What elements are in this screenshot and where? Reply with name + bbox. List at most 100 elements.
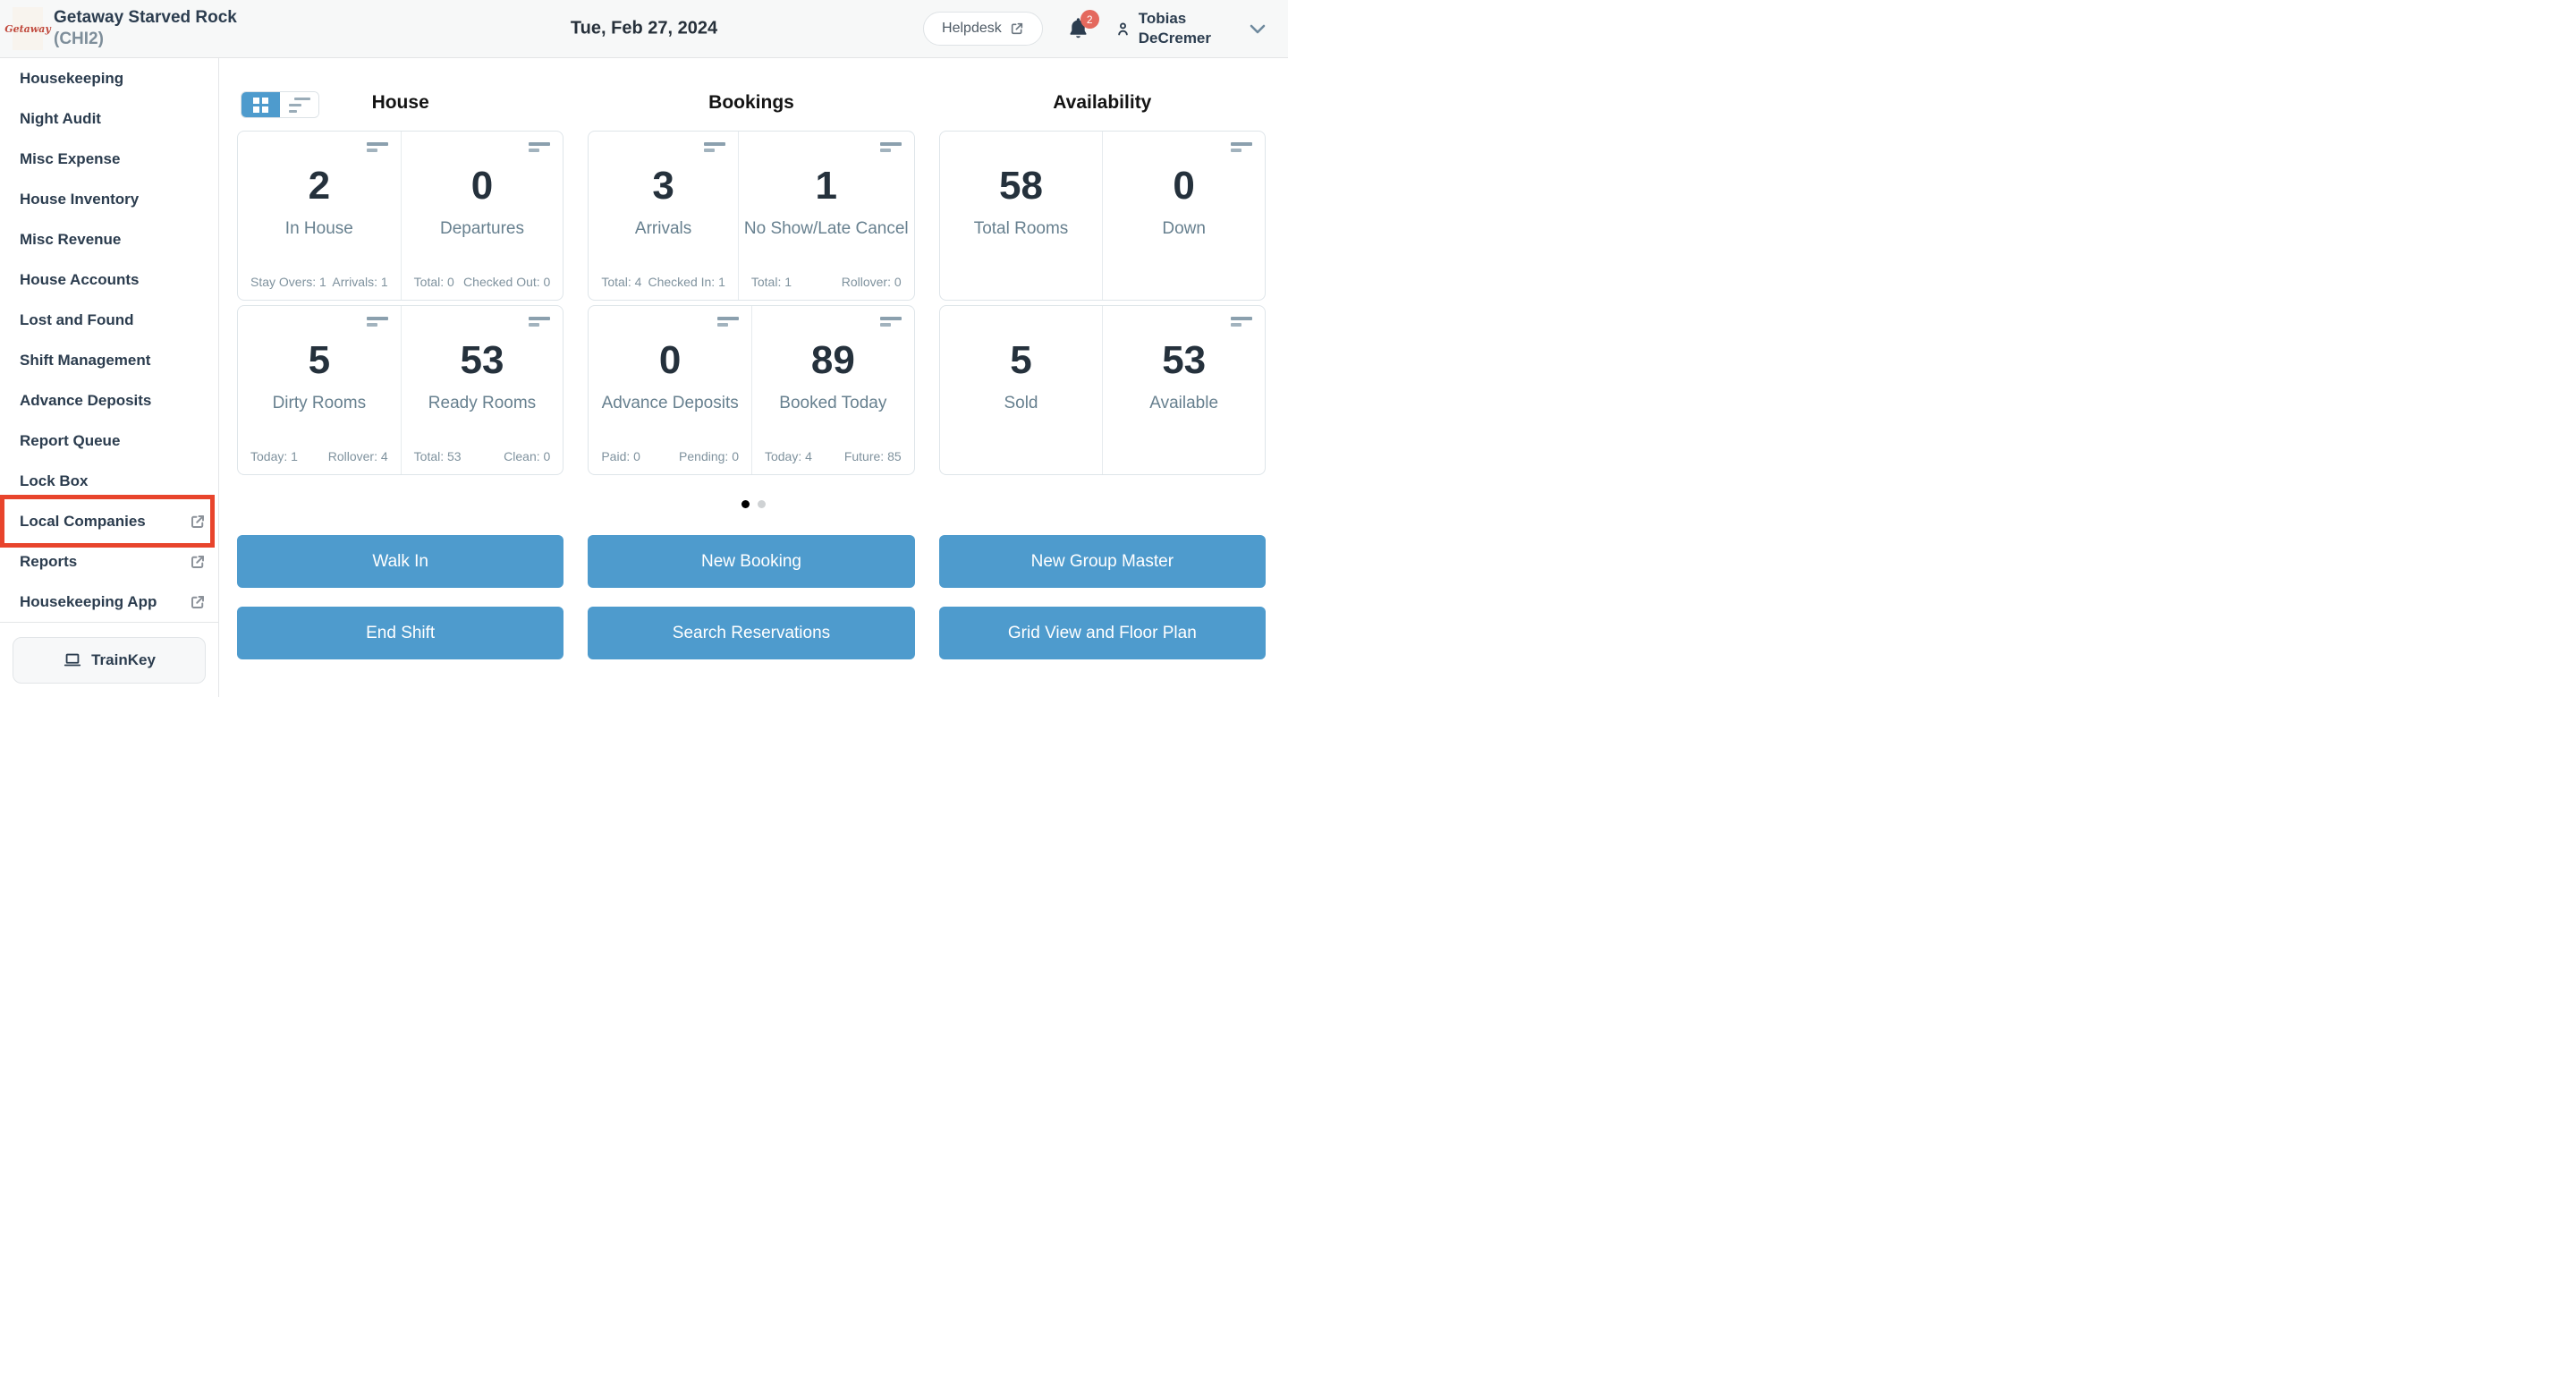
stat-detail-right: Checked Out: 0 <box>463 275 551 289</box>
stat-card-booked-today: 89 Booked Today Today: 4 Future: 85 <box>750 306 914 474</box>
user-menu[interactable]: Tobias DeCremer <box>1114 9 1211 48</box>
helpdesk-label: Helpdesk <box>942 21 1002 36</box>
stat-details: Stay Overs: 1 Arrivals: 1 <box>250 275 388 289</box>
action-button-new-booking[interactable]: New Booking <box>588 535 915 588</box>
stat-value: 53 <box>1162 337 1207 382</box>
stat-card-sold: 5 Sold <box>940 306 1103 474</box>
card-menu-icon[interactable] <box>1231 317 1252 327</box>
trainkey-panel: TrainKey <box>0 622 218 697</box>
current-date: Tue, Feb 27, 2024 <box>570 18 718 38</box>
card-menu-icon[interactable] <box>879 142 902 152</box>
stat-label: Booked Today <box>779 393 887 412</box>
trainkey-button[interactable]: TrainKey <box>13 636 206 684</box>
card-menu-icon[interactable] <box>529 317 551 327</box>
sidebar-item-misc-revenue[interactable]: Misc Revenue <box>0 219 218 259</box>
stat-details: Total: 0 Checked Out: 0 <box>414 275 551 289</box>
sidebar-item-lock-box[interactable]: Lock Box <box>0 461 218 501</box>
stat-detail-left: Total: 1 <box>750 275 792 289</box>
action-button-new-group-master[interactable]: New Group Master <box>938 535 1266 588</box>
sidebar-item-house-accounts[interactable]: House Accounts <box>0 259 218 300</box>
stat-row: 58 Total Rooms 0 Down <box>938 131 1266 301</box>
section-availability: Availability 58 Total Rooms 0 Down 5 Sol… <box>938 85 1266 480</box>
stat-value: 2 <box>308 163 331 208</box>
carousel-dot-1[interactable] <box>741 500 750 508</box>
sidebar-item-label: Misc Expense <box>20 149 121 167</box>
header-controls: Helpdesk 2 Tobias <box>923 9 1288 48</box>
carousel-dot-2[interactable] <box>758 500 766 508</box>
stat-card-total-rooms: 58 Total Rooms <box>940 132 1103 300</box>
card-menu-icon[interactable] <box>366 142 388 152</box>
stat-details: Today: 1 Rollover: 4 <box>250 449 388 463</box>
stat-label: Available <box>1149 393 1219 412</box>
stat-card-available: 53 Available <box>1102 306 1265 474</box>
user-menu-chevron[interactable] <box>1247 18 1268 39</box>
sidebar-item-housekeeping-app[interactable]: Housekeeping App <box>0 582 218 622</box>
stat-value: 53 <box>460 337 504 382</box>
stat-card-down: 0 Down <box>1102 132 1265 300</box>
stat-value: 5 <box>308 337 331 382</box>
app-window: Getaway Getaway Starved Rock (CHI2) Tue,… <box>0 0 1288 697</box>
list-view-button[interactable] <box>280 92 318 117</box>
sidebar-item-housekeeping[interactable]: Housekeeping <box>0 58 218 98</box>
sidebar-item-label: House Inventory <box>20 190 140 208</box>
sidebar-item-reports[interactable]: Reports <box>0 541 218 582</box>
property-code: (CHI2) <box>54 30 104 48</box>
stat-value: 0 <box>470 163 494 208</box>
card-menu-icon[interactable] <box>703 142 725 152</box>
action-button-grid-view-and-floor-plan[interactable]: Grid View and Floor Plan <box>938 607 1266 659</box>
stat-detail-left: Paid: 0 <box>601 449 640 463</box>
property-title: Getaway Starved Rock (CHI2) <box>54 7 237 50</box>
stat-card-in-house: 2 In House Stay Overs: 1 Arrivals: 1 <box>238 132 401 300</box>
stat-label: Arrivals <box>634 218 692 238</box>
chevron-down-icon <box>1250 24 1266 34</box>
stat-detail-left: Total: 0 <box>413 275 454 289</box>
dashboard: House 2 In House Stay Overs: 1 Arrivals:… <box>219 58 1288 697</box>
view-toggle <box>241 91 319 118</box>
property-block: Getaway Getaway Starved Rock (CHI2) <box>0 7 237 50</box>
sidebar-item-report-queue[interactable]: Report Queue <box>0 421 218 461</box>
stat-row: 5 Sold 53 Available <box>938 305 1266 475</box>
helpdesk-button[interactable]: Helpdesk <box>923 12 1043 46</box>
stat-value: 0 <box>658 337 682 382</box>
sidebar-item-shift-management[interactable]: Shift Management <box>0 340 218 380</box>
sidebar-item-label: Misc Revenue <box>20 230 122 248</box>
header: Getaway Getaway Starved Rock (CHI2) Tue,… <box>0 0 1288 58</box>
stat-detail-right: Clean: 0 <box>504 449 551 463</box>
stat-value: 0 <box>1173 163 1195 208</box>
action-button-walk-in[interactable]: Walk In <box>237 535 564 588</box>
action-button-end-shift[interactable]: End Shift <box>237 607 564 659</box>
card-menu-icon[interactable] <box>716 317 739 327</box>
stat-details: Total: 4 Checked In: 1 <box>601 275 725 289</box>
sidebar-item-night-audit[interactable]: Night Audit <box>0 98 218 139</box>
stat-row: 3 Arrivals Total: 4 Checked In: 1 1 No S… <box>588 131 915 301</box>
card-menu-icon[interactable] <box>1231 142 1252 152</box>
sidebar-item-label: Advance Deposits <box>20 391 152 409</box>
sidebar-item-label: Local Companies <box>20 512 146 530</box>
sidebar: Housekeeping Night Audit Misc Expense Ho… <box>0 58 219 697</box>
sidebar-item-misc-expense[interactable]: Misc Expense <box>0 139 218 179</box>
sidebar-item-house-inventory[interactable]: House Inventory <box>0 179 218 219</box>
card-menu-icon[interactable] <box>879 317 902 327</box>
logo-text: Getaway <box>4 22 51 35</box>
stat-label: Ready Rooms <box>428 393 537 412</box>
laptop-icon <box>64 653 81 666</box>
stat-label: Departures <box>439 218 524 238</box>
action-button-search-reservations[interactable]: Search Reservations <box>588 607 915 659</box>
notifications-button[interactable]: 2 <box>1066 10 1099 41</box>
stat-value: 1 <box>815 163 837 208</box>
sidebar-item-label: Reports <box>20 552 78 570</box>
sidebar-item-local-companies[interactable]: Local Companies <box>0 495 218 548</box>
external-link-icon <box>1011 22 1022 35</box>
sidebar-item-label: Lost and Found <box>20 310 134 328</box>
sidebar-item-advance-deposits[interactable]: Advance Deposits <box>0 380 218 421</box>
section-title: Bookings <box>708 92 794 113</box>
stat-row: 2 In House Stay Overs: 1 Arrivals: 1 0 D… <box>237 131 564 301</box>
grid-view-button[interactable] <box>242 92 280 117</box>
quick-actions: Walk In New Booking New Group Master End Sh… <box>237 535 1266 659</box>
section-title: Availability <box>1053 92 1152 113</box>
stat-label: No Show/Late Cancel <box>743 218 909 238</box>
card-menu-icon[interactable] <box>366 317 388 327</box>
stat-card-dirty-rooms: 5 Dirty Rooms Today: 1 Rollover: 4 <box>238 306 401 474</box>
card-menu-icon[interactable] <box>529 142 551 152</box>
sidebar-item-lost-and-found[interactable]: Lost and Found <box>0 300 218 340</box>
